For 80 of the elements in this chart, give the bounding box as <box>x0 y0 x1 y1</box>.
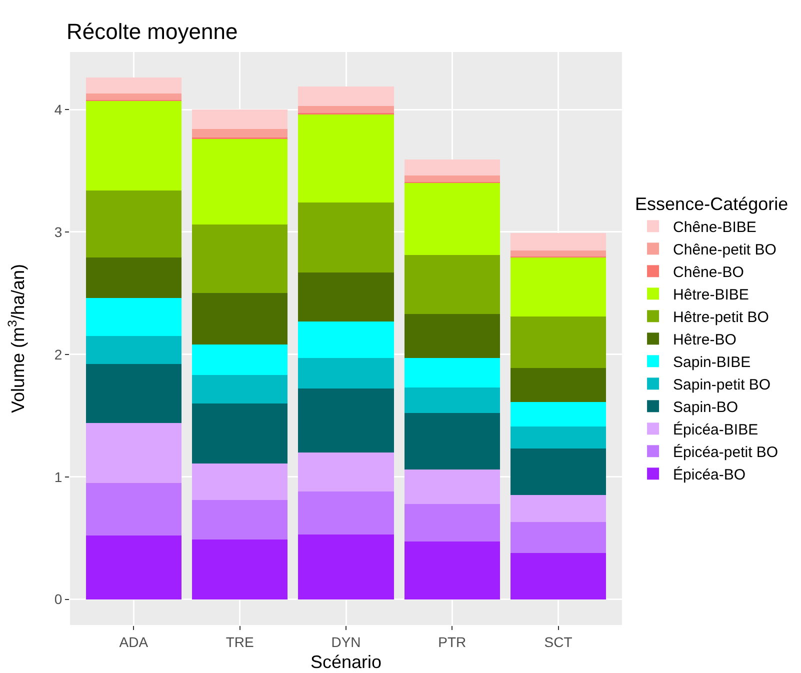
bar <box>510 426 606 449</box>
legend-label: Chêne-BO <box>673 264 744 281</box>
bar <box>510 495 606 522</box>
bar <box>404 504 500 542</box>
bar <box>510 402 606 427</box>
bar <box>404 413 500 470</box>
y-tick-label: 2 <box>54 346 62 362</box>
legend-label: Hêtre-BIBE <box>673 286 749 304</box>
bar <box>404 314 500 358</box>
x-tick-label: ADA <box>119 634 149 650</box>
bar <box>404 176 500 182</box>
bar <box>510 258 606 316</box>
legend-label: Épicéa-petit BO <box>673 443 778 461</box>
bar <box>510 368 606 402</box>
x-tick-label: SCT <box>544 634 573 650</box>
bar <box>192 344 288 376</box>
bar <box>510 233 606 250</box>
bar <box>298 492 394 534</box>
bar <box>298 202 394 272</box>
bar <box>404 255 500 314</box>
x-tick-label: DYN <box>331 634 361 650</box>
bar <box>192 500 288 540</box>
bar <box>510 316 606 368</box>
bar <box>404 470 500 504</box>
y-tick-label: 0 <box>54 591 62 608</box>
bar <box>86 94 182 100</box>
bar <box>510 552 606 600</box>
bar <box>510 522 606 553</box>
x-tick-label: PTR <box>438 634 466 650</box>
legend-label: Sapin-BO <box>673 399 738 416</box>
y-tick-label: 3 <box>54 224 62 240</box>
bar <box>298 534 394 600</box>
legend-label: Épicéa-BO <box>673 466 746 484</box>
legend-label: Hêtre-petit BO <box>673 309 769 326</box>
bar <box>86 100 182 190</box>
bar <box>192 224 288 294</box>
bar <box>404 542 500 600</box>
legend-title: Essence-Catégorie <box>635 194 788 214</box>
bar <box>86 536 182 600</box>
bar <box>86 78 182 94</box>
bar <box>192 110 288 130</box>
bar <box>404 160 500 176</box>
legend-label: Sapin-petit BO <box>673 376 771 394</box>
x-tick-label: TRE <box>226 634 254 650</box>
bar <box>86 364 182 423</box>
bar <box>298 388 394 452</box>
bar <box>510 448 606 496</box>
bar <box>192 375 288 404</box>
y-tick-label: 4 <box>54 101 62 118</box>
legend-label: Sapin-BIBE <box>673 354 751 371</box>
bar <box>86 258 182 298</box>
bar <box>298 86 394 106</box>
bar <box>404 387 500 414</box>
y-tick-label: 1 <box>54 468 62 485</box>
bar <box>298 272 394 322</box>
bar <box>510 250 606 256</box>
bar <box>192 463 288 500</box>
legend-label: Chêne-petit BO <box>673 242 776 258</box>
bar <box>192 539 288 600</box>
bar <box>86 190 182 258</box>
bar <box>86 336 182 364</box>
bar <box>192 403 288 464</box>
bar <box>86 298 182 336</box>
bar <box>86 482 182 536</box>
bar <box>298 106 394 114</box>
legend-label: Chêne-BIBE <box>673 219 756 236</box>
bar <box>298 358 394 389</box>
bar <box>192 138 288 225</box>
bar <box>404 183 500 256</box>
bar <box>86 422 182 483</box>
bar <box>298 114 394 203</box>
legend-label: Épicéa-BIBE <box>673 420 758 438</box>
bar <box>298 452 394 492</box>
bar <box>192 129 288 138</box>
bar <box>298 321 394 358</box>
x-axis-title: Scénario <box>310 652 382 672</box>
chart-title: Récolte moyenne <box>66 18 238 44</box>
bar <box>404 358 500 388</box>
bar <box>192 293 288 345</box>
legend-label: Hêtre-BO <box>673 332 736 348</box>
